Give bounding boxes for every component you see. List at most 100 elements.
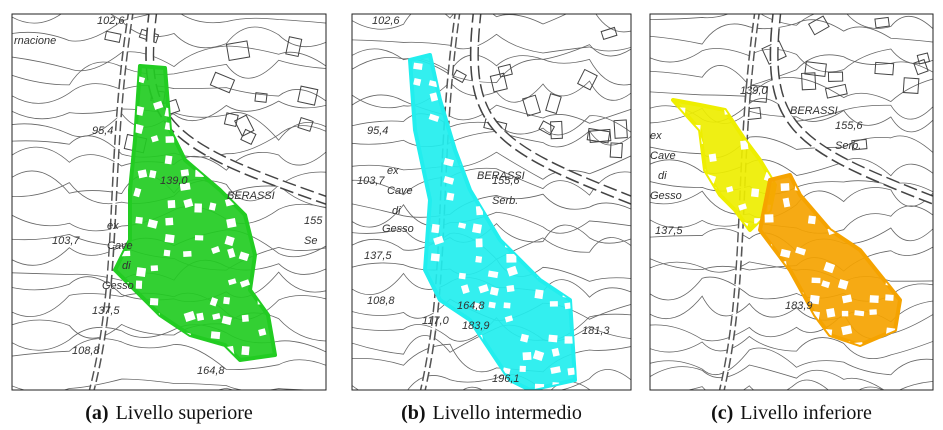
zone-hole	[885, 294, 894, 300]
zone-hole	[475, 256, 482, 263]
map-label: 183,9	[785, 300, 813, 312]
map-label: Cave	[107, 240, 133, 252]
map-label: rnacione	[14, 35, 56, 47]
map-label: Serb.	[835, 140, 861, 152]
zone-hole	[751, 188, 759, 197]
zone-hole	[870, 295, 879, 303]
map-label: 155,6	[835, 120, 863, 132]
caption: (c) Livello inferiore	[711, 402, 872, 424]
zone-hole	[151, 265, 158, 271]
zone-hole	[565, 336, 573, 343]
zone-hole	[869, 309, 877, 315]
map-label: Cave	[650, 150, 676, 162]
map-label: 108,8	[72, 345, 100, 357]
panels: 102,6rnacione95,4139,0BERASSI103,7exCave…	[7, 3, 938, 424]
zone-hole	[136, 267, 146, 277]
caption-id: (b)	[401, 402, 425, 424]
caption: (a) Livello superiore	[85, 402, 253, 424]
map-label: di	[392, 205, 401, 217]
zone-hole	[476, 238, 483, 247]
zone-hole	[136, 280, 142, 288]
zone-hole	[211, 331, 221, 339]
caption-id: (c)	[711, 402, 733, 424]
map-label: ex	[650, 130, 662, 142]
map-label: 137,5	[364, 250, 392, 262]
zone-hole	[472, 223, 482, 233]
map-label: 137,5	[655, 225, 683, 237]
zone-hole	[506, 285, 514, 292]
zone-hole	[446, 193, 454, 201]
caption-id: (a)	[85, 402, 108, 424]
map-label: Gesso	[650, 190, 682, 202]
zone-hole	[166, 136, 175, 143]
zone-hole	[812, 278, 821, 284]
zone-hole	[165, 218, 173, 226]
map-label: Se	[304, 235, 317, 247]
map-label: Gesso	[102, 280, 134, 292]
map-label: BERASSI	[227, 190, 275, 202]
zone-hole	[226, 218, 236, 228]
zone-hole	[165, 234, 175, 243]
map-label: 102,6	[97, 15, 125, 27]
zone-hole	[135, 217, 143, 224]
caption-text: Livello superiore	[116, 402, 253, 424]
map-label: 164,8	[197, 365, 225, 377]
zone-hole	[765, 214, 774, 222]
zone-hole	[242, 315, 249, 322]
zone-hole	[504, 302, 511, 308]
zone-hole	[550, 301, 558, 306]
zone-hole	[808, 215, 816, 224]
zone-hole	[241, 346, 249, 355]
zone-hole	[548, 335, 557, 343]
map-label: Serb.	[492, 195, 518, 207]
map-label: 155,6	[492, 175, 520, 187]
zone-hole	[567, 368, 575, 376]
zone-hole	[709, 154, 717, 162]
map-label: 196,1	[492, 373, 520, 385]
zone-hole	[534, 289, 543, 299]
map-label: 139,0	[740, 85, 768, 97]
map-label: 103,7	[357, 175, 385, 187]
map-label: 117,0	[422, 315, 450, 327]
zone-hole	[488, 302, 495, 309]
map-label: 108,8	[367, 295, 395, 307]
map-label: ex	[387, 165, 399, 177]
zone-hole	[431, 224, 439, 233]
map-label: BERASSI	[790, 105, 838, 117]
map-label: 164,8	[457, 300, 485, 312]
map-label: 102,6	[372, 15, 400, 27]
zone-hole	[520, 366, 526, 372]
zone-hole	[854, 310, 864, 316]
map-panel: 102,6 rnacione 95,4 139,0 BERASSI 103,7 ex Cave…	[7, 5, 331, 417]
map-panel: 102,695,4BERASSI155,6Serb.103,7exCavediG…	[347, 3, 636, 407]
figure: 102,6rnacione95,4139,0BERASSI103,7exCave…	[0, 0, 943, 430]
zone-hole	[223, 297, 230, 304]
zone-hole	[826, 308, 835, 318]
map-label: 137,5	[92, 305, 120, 317]
zone-hole	[164, 250, 171, 257]
map-label: 95,4	[92, 125, 113, 137]
zone-hole	[183, 251, 192, 257]
map-label: 155	[304, 215, 323, 227]
map-label: 183,9	[462, 320, 490, 332]
zone-hole	[523, 352, 532, 360]
caption-text: Livello inferiore	[740, 402, 872, 424]
map-label: Gesso	[382, 223, 414, 235]
map-label: 95,4	[367, 125, 388, 137]
map-label: di	[122, 260, 131, 272]
zone-hole	[459, 273, 466, 280]
map-panel: 139,0 BERASSI 155,6 Serb. ex Cave di Gesso 137,5…	[645, 5, 938, 406]
zone-hole	[413, 63, 423, 70]
map-label: ex	[107, 220, 119, 232]
map-label: 139,0	[160, 175, 188, 187]
map-label: di	[658, 170, 667, 182]
caption-text: Livello intermedio	[433, 402, 582, 424]
zone-hole	[431, 253, 440, 261]
zone-hole	[168, 200, 176, 208]
map-label: Cave	[387, 185, 413, 197]
map-label: 103,7	[52, 235, 80, 247]
zone-hole	[506, 254, 516, 263]
zone-hole	[196, 313, 204, 321]
caption: (b) Livello intermedio	[401, 402, 582, 424]
zone-hole	[165, 155, 173, 164]
